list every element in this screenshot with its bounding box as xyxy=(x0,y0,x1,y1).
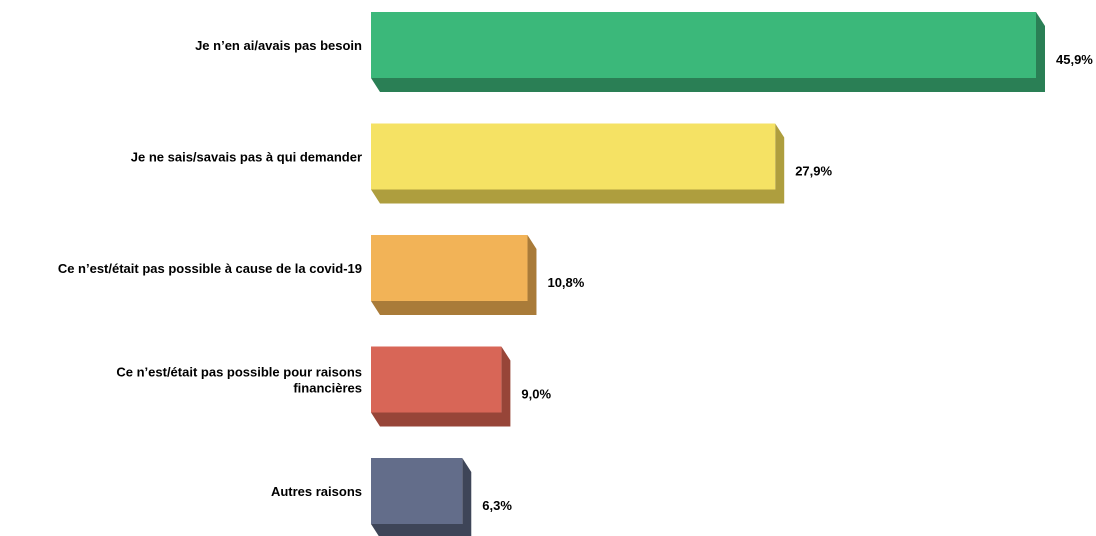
value-label: 45,9% xyxy=(1056,52,1093,67)
bar-shadow xyxy=(371,12,1045,92)
bar xyxy=(371,458,463,524)
bar-shadow xyxy=(371,235,537,315)
value-label: 6,3% xyxy=(482,498,512,513)
category-label: Je ne sais/savais pas à qui demander xyxy=(131,150,362,165)
value-label: 27,9% xyxy=(795,164,832,179)
category-label: financières xyxy=(293,381,362,396)
bar xyxy=(371,123,776,190)
bar-shadow xyxy=(371,123,785,204)
bar xyxy=(371,235,528,301)
bar-shadow xyxy=(371,346,511,427)
category-label: Ce n’est/était pas possible à cause de l… xyxy=(58,261,362,276)
value-label: 9,0% xyxy=(521,387,551,402)
category-label: Ce n’est/était pas possible pour raisons xyxy=(116,365,362,380)
value-label: 10,8% xyxy=(547,275,584,290)
bar xyxy=(371,346,502,413)
category-label: Autres raisons xyxy=(271,484,362,499)
bar-shadow xyxy=(371,458,472,536)
category-label: Je n’en ai/avais pas besoin xyxy=(195,38,362,53)
bar xyxy=(371,12,1036,78)
